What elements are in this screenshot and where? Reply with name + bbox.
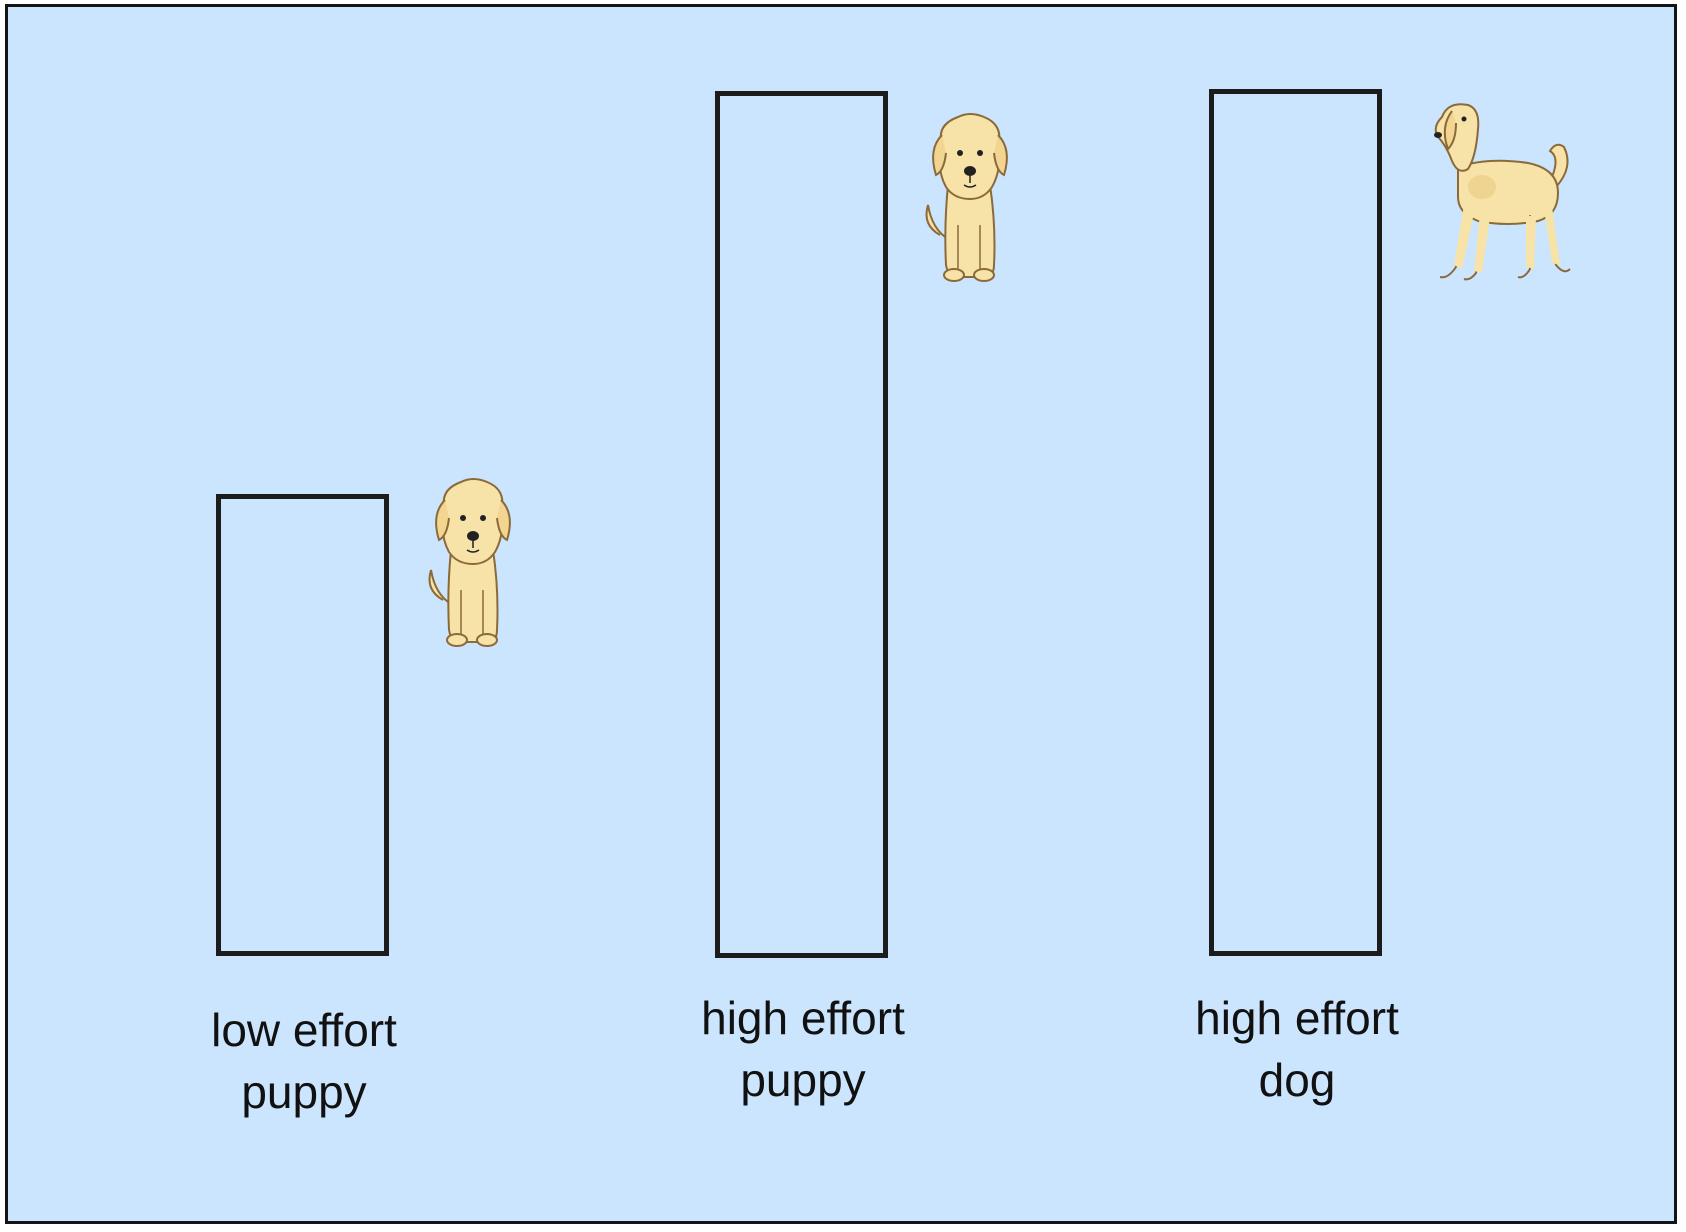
condition-label-low-effort-puppy: low effort puppy <box>144 999 464 1123</box>
puppy-icon <box>428 478 511 647</box>
condition-label-line1: high effort <box>1195 992 1399 1044</box>
condition-label-line2: dog <box>1258 1054 1336 1106</box>
condition-label-line2: puppy <box>740 1054 866 1106</box>
effort-bar-low-effort-puppy <box>216 494 389 956</box>
condition-label-line2: puppy <box>241 1066 367 1118</box>
diagram-panel: low effort puppy high effort puppy high … <box>5 4 1677 1224</box>
condition-label-high-effort-puppy: high effort puppy <box>643 987 963 1111</box>
condition-label-line1: high effort <box>701 992 905 1044</box>
condition-label-line1: low effort <box>211 1004 397 1056</box>
effort-bar-high-effort-dog <box>1209 89 1382 956</box>
effort-bar-high-effort-puppy <box>715 91 888 958</box>
dog-icon <box>1434 103 1571 281</box>
puppy-icon <box>925 113 1008 282</box>
condition-label-high-effort-dog: high effort dog <box>1137 987 1457 1111</box>
